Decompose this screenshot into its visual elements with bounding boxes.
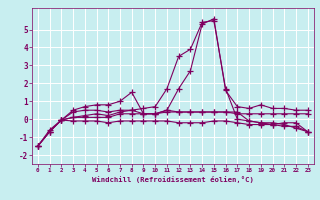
X-axis label: Windchill (Refroidissement éolien,°C): Windchill (Refroidissement éolien,°C)	[92, 176, 254, 183]
